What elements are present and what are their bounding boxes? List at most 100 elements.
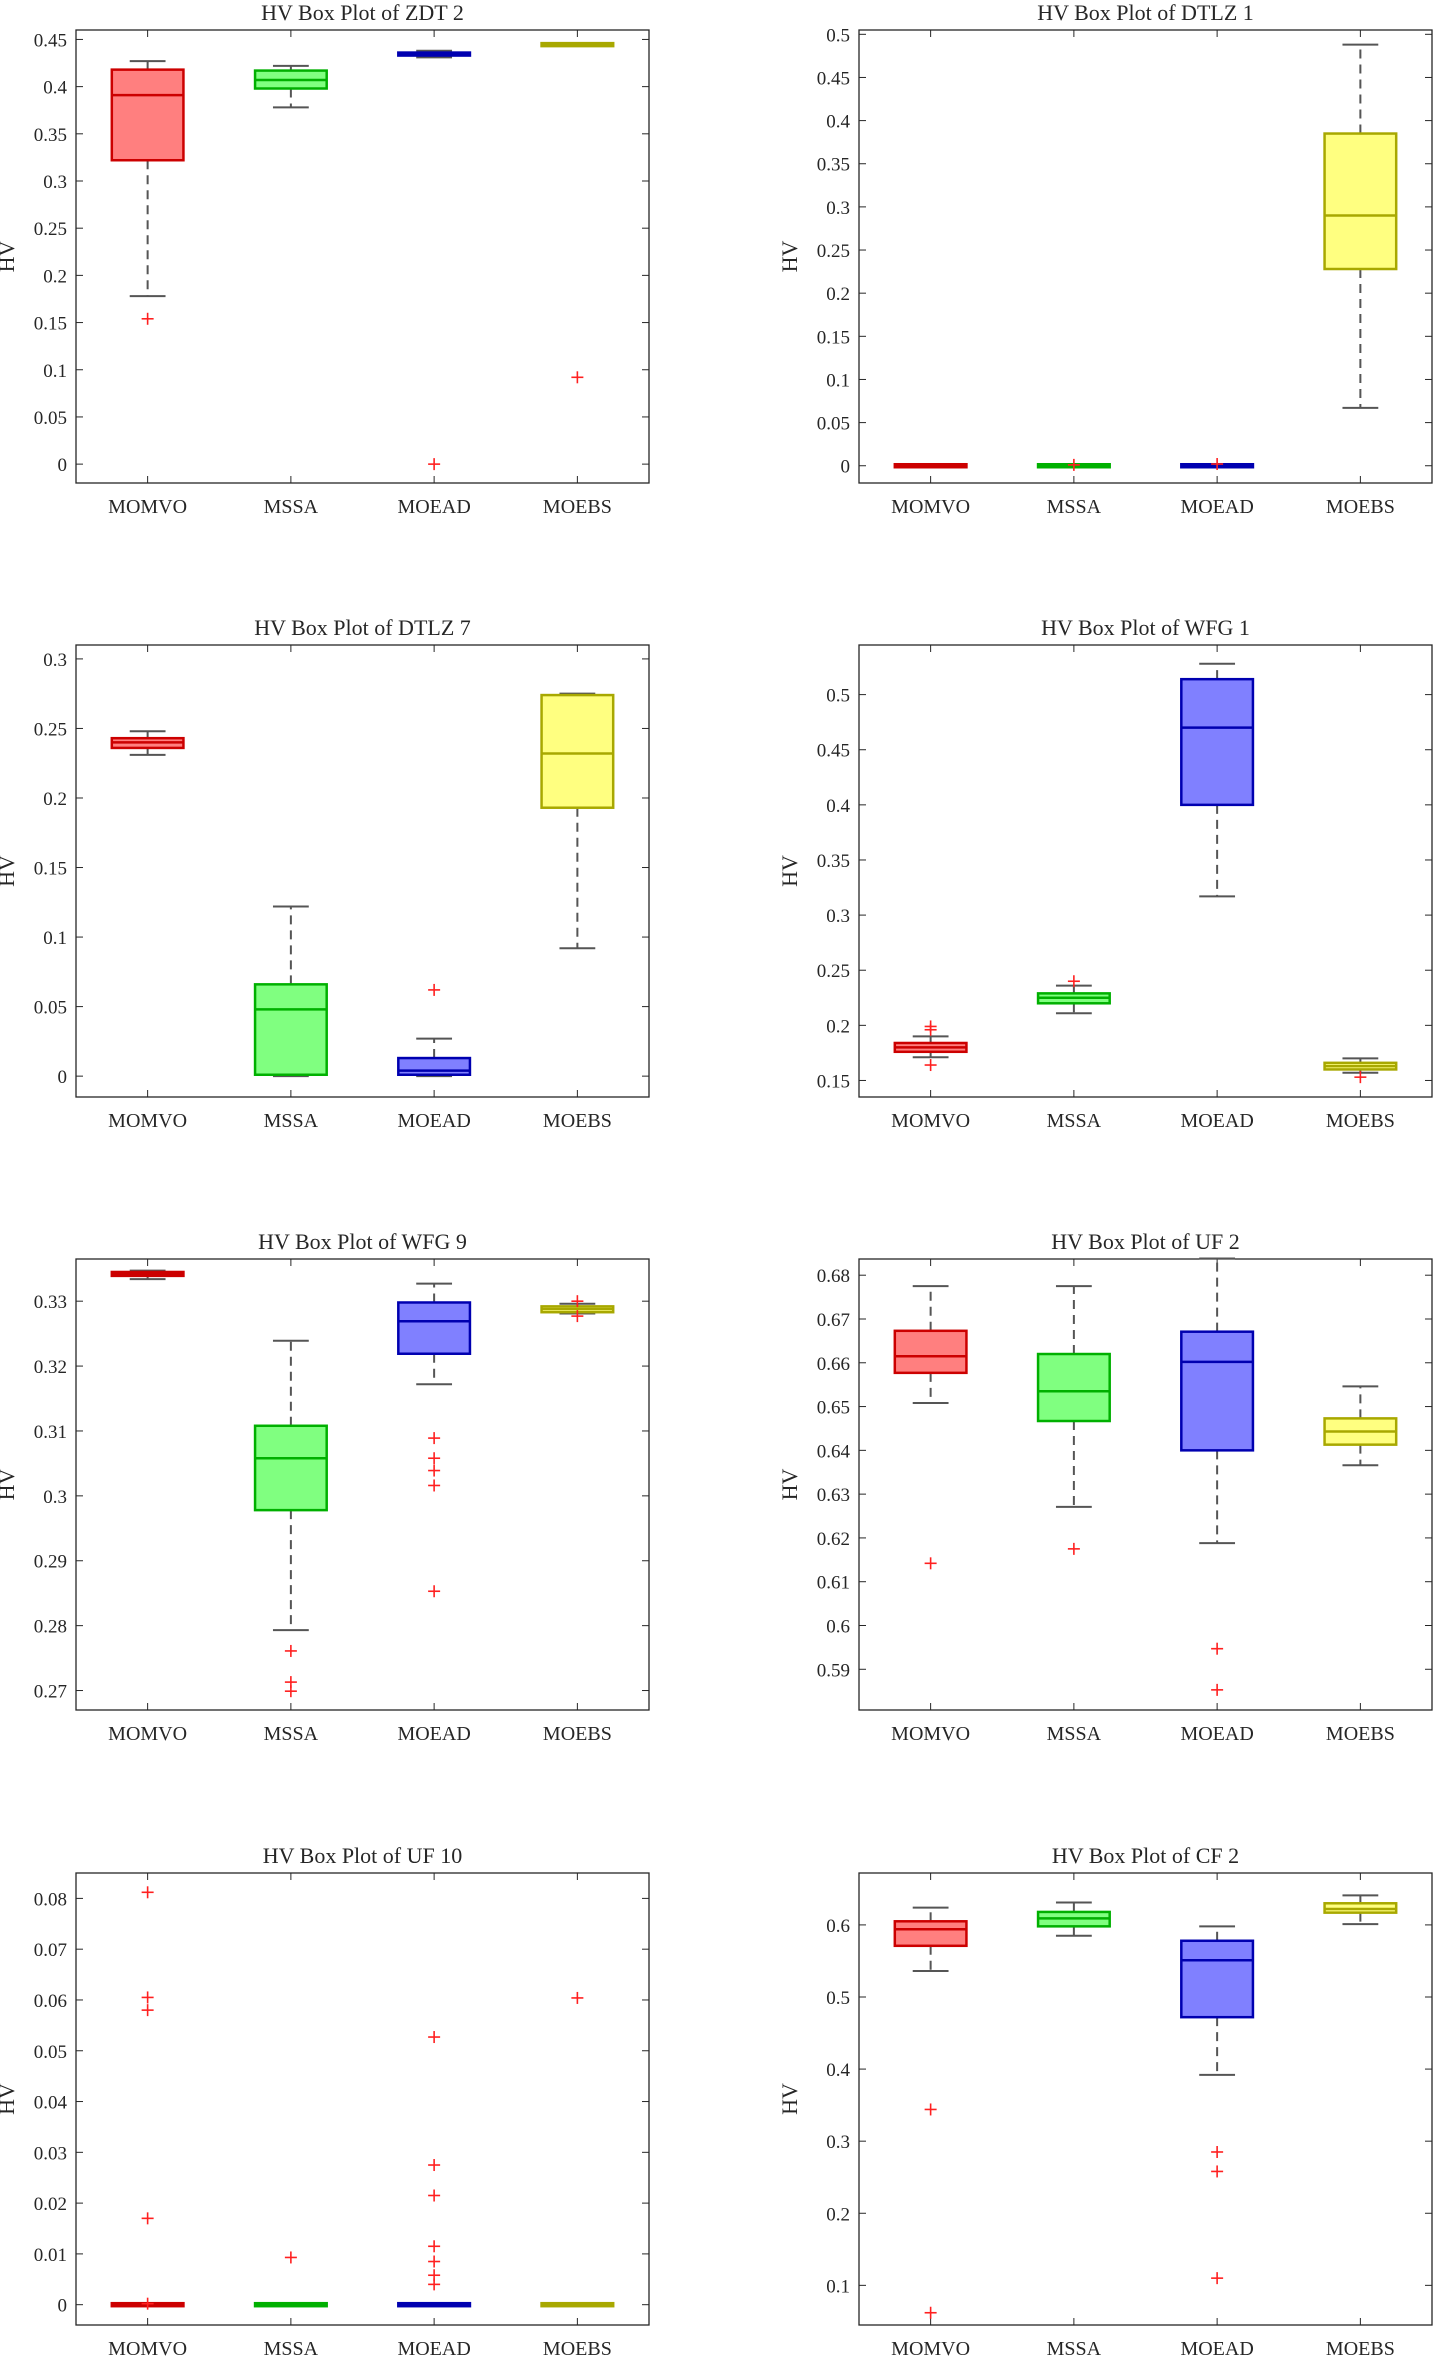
y-tick-label: 0.05 (34, 2042, 67, 2063)
y-tick-label: 0.1 (826, 370, 850, 391)
x-tick-label: MOMVO (891, 1110, 970, 1132)
outlier-marker (284, 1644, 297, 1657)
y-tick-label: 0.65 (817, 1398, 850, 1419)
y-axis-label: HV (0, 241, 19, 273)
y-tick-label: 0 (58, 1067, 68, 1088)
x-tick-label: MOEAD (1180, 496, 1253, 518)
x-tick-label: MOEBS (543, 1110, 612, 1132)
y-tick-label: 0.2 (826, 1016, 850, 1037)
y-tick-label: 0.15 (34, 314, 67, 335)
outlier-marker (1211, 1683, 1224, 1696)
box-moead (1180, 677, 1255, 807)
outlier-marker (428, 458, 441, 471)
outlier-marker (428, 2159, 441, 2172)
y-tick-label: 0.3 (43, 650, 67, 671)
outlier-marker (1211, 458, 1224, 471)
box-momvo (893, 1329, 968, 1375)
x-tick-label: MOMVO (108, 1110, 187, 1132)
outlier-marker (1067, 975, 1080, 988)
x-tick-label: MOEAD (397, 496, 470, 518)
outlier-marker (428, 2255, 441, 2268)
x-tick-label: MOMVO (108, 1723, 187, 1745)
box-moebs (540, 693, 615, 809)
y-tick-label: 0.64 (817, 1441, 851, 1462)
box-moead (397, 1301, 472, 1355)
x-tick-label: MOEBS (1326, 2338, 1395, 2360)
y-axis-label: HV (777, 855, 802, 887)
y-tick-label: 0.31 (34, 1422, 67, 1443)
y-tick-label: 0.2 (826, 2204, 850, 2225)
outlier-marker (1211, 2272, 1224, 2285)
chart-panel-3: HV Box Plot of DTLZ 7 HV 0 0.05 0.1 0.15 0.2 0.… (0, 615, 650, 1132)
y-tick-label: 0.61 (817, 1573, 850, 1594)
y-tick-label: 0.63 (817, 1485, 850, 1506)
y-tick-label: 0.06 (34, 1991, 67, 2012)
chart-title: HV Box Plot of ZDT 2 (261, 0, 464, 25)
outlier-marker (428, 2240, 441, 2253)
box-momvo (110, 68, 185, 162)
chart-title: HV Box Plot of DTLZ 1 (1037, 0, 1254, 25)
outlier-marker (428, 983, 441, 996)
x-tick-label: MOEAD (397, 1110, 470, 1132)
x-tick-label: MSSA (1047, 1723, 1102, 1745)
y-tick-label: 0.68 (817, 1266, 850, 1287)
y-tick-label: 0.08 (34, 1889, 67, 1910)
box-mssa (1036, 1352, 1111, 1423)
x-tick-label: MOMVO (891, 2338, 970, 2360)
y-tick-label: 0.07 (34, 1940, 67, 1961)
y-tick-label: 0.25 (817, 241, 850, 262)
chart-panel-2: HV Box Plot of DTLZ 1 HV 0 0.05 0.1 0.15 0.2 0.… (777, 0, 1433, 518)
y-tick-label: 0.05 (34, 998, 67, 1019)
chart-title: HV Box Plot of UF 10 (263, 1843, 462, 1868)
outlier-marker (924, 2103, 937, 2116)
y-tick-label: 0.3 (826, 906, 850, 927)
x-tick-label: MOEAD (1180, 1723, 1253, 1745)
x-tick-label: MOEAD (397, 1723, 470, 1745)
y-tick-label: 0.04 (34, 2093, 68, 2114)
x-tick-label: MSSA (264, 1723, 319, 1745)
x-tick-label: MSSA (1047, 1110, 1102, 1132)
plot-area (858, 644, 1433, 1098)
y-tick-label: 0.1 (826, 2276, 850, 2297)
outlier-marker (428, 1585, 441, 1598)
y-tick-label: 0.15 (817, 1071, 850, 1092)
x-tick-label: MOEAD (1180, 2338, 1253, 2360)
y-axis-label: HV (0, 2083, 19, 2115)
x-tick-label: MOMVO (891, 496, 970, 518)
y-tick-label: 0.2 (43, 266, 67, 287)
y-tick-label: 0.01 (34, 2245, 67, 2266)
y-tick-label: 0.2 (43, 789, 67, 810)
box-momvo (893, 1920, 968, 1948)
y-tick-label: 0.5 (826, 25, 850, 46)
outlier-marker (284, 1685, 297, 1698)
x-tick-label: MOMVO (108, 496, 187, 518)
y-tick-label: 0 (58, 2296, 68, 2317)
outlier-marker (1354, 1071, 1367, 1084)
outlier-marker (924, 1059, 937, 1072)
outlier-marker (141, 2004, 154, 2017)
y-tick-label: 0.02 (34, 2194, 67, 2215)
outlier-marker (1211, 1642, 1224, 1655)
y-tick-label: 0.45 (34, 30, 67, 51)
y-tick-label: 0.3 (43, 172, 67, 193)
x-tick-label: MOEAD (1180, 1110, 1253, 1132)
outlier-marker (428, 1432, 441, 1445)
outlier-marker (924, 2306, 937, 2319)
y-tick-label: 0.3 (826, 2132, 850, 2153)
outlier-marker (141, 2212, 154, 2225)
outlier-marker (284, 2251, 297, 2264)
y-tick-label: 0 (58, 455, 68, 476)
y-axis-label: HV (0, 855, 19, 887)
x-tick-label: MSSA (264, 1110, 319, 1132)
x-tick-label: MOEBS (1326, 1723, 1395, 1745)
outlier-marker (1067, 458, 1080, 471)
y-tick-label: 0.6 (826, 1616, 850, 1637)
box-moead (397, 1056, 472, 1076)
y-tick-label: 0.05 (34, 408, 67, 429)
outlier-marker (141, 1991, 154, 2004)
x-tick-label: MOEBS (543, 1723, 612, 1745)
y-tick-label: 0.1 (43, 361, 67, 382)
chart-panel-8: HV Box Plot of CF 2 HV 0.1 0.2 0.3 0.4 0.5 0.6 M… (777, 1843, 1433, 2360)
box-mssa (253, 1424, 328, 1512)
x-tick-label: MSSA (1047, 496, 1102, 518)
